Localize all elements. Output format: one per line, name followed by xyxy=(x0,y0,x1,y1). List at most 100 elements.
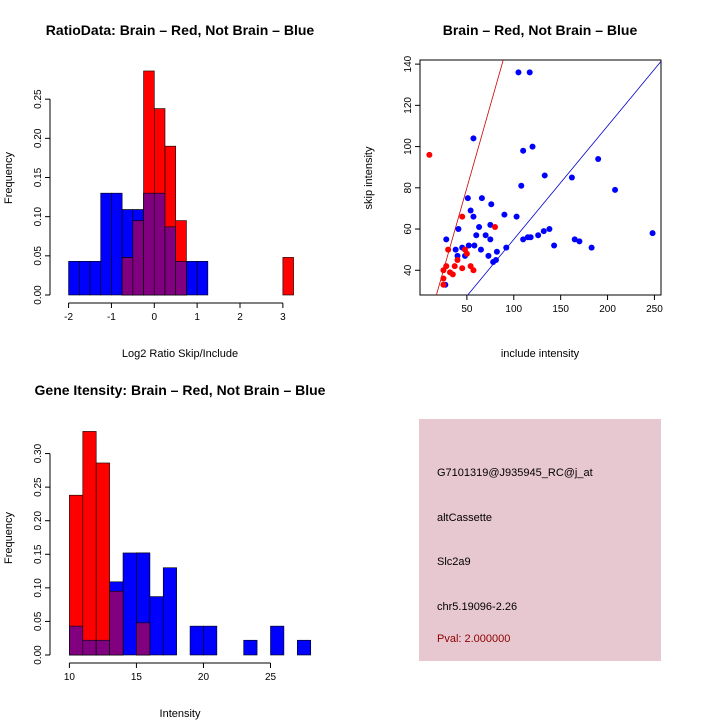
ratio-y-tick-label-1: 0.05 xyxy=(33,246,44,266)
intensity-overlap-bar-4 xyxy=(136,622,151,656)
scatter-point-blue-36 xyxy=(477,246,484,253)
intensity-panel: Gene Itensity: Brain – Red, Not Brain – … xyxy=(3,382,326,720)
ratio-blue-bar-1 xyxy=(78,261,91,296)
intensity-x-tick-label-1: 15 xyxy=(131,672,143,683)
intensity-blue-bar-8 xyxy=(189,625,204,656)
ratio-x-tick-label-1: -1 xyxy=(107,312,116,323)
scatter-y-tick-label-0: 40 xyxy=(403,264,414,276)
intensity-red-bar-2 xyxy=(95,462,110,656)
scatter-point-blue-18 xyxy=(476,223,483,230)
ratio-panel: RatioData: Brain – Red, Not Brain – Blue… xyxy=(3,22,314,360)
intensity-y-tick-label-0: 0.00 xyxy=(33,645,44,665)
scatter-point-blue-28 xyxy=(540,228,547,235)
intensity-ylabel: Frequency xyxy=(3,512,15,564)
scatter-panel: Brain – Red, Not Brain – Blue include in… xyxy=(363,22,663,360)
scatter-point-red-10 xyxy=(440,275,447,282)
scatter-x-tick-label-0: 50 xyxy=(461,304,473,315)
scatter-x-tick-label-3: 200 xyxy=(599,304,616,315)
scatter-y-tick-label-2: 80 xyxy=(403,182,414,194)
scatter-point-blue-7 xyxy=(568,174,575,181)
intensity-x-tick-label-2: 20 xyxy=(198,672,210,683)
ratio-red-bar-6 xyxy=(282,257,294,296)
scatter-red-line xyxy=(435,60,504,295)
ratio-blue-top-1 xyxy=(132,209,144,221)
scatter-point-blue-4 xyxy=(520,147,527,154)
scatter-point-blue-21 xyxy=(482,232,489,239)
intensity-overlap-bar-0 xyxy=(69,625,84,656)
intensity-x-tick-label-3: 25 xyxy=(265,672,277,683)
scatter-point-blue-40 xyxy=(503,244,510,251)
scatter-point-red-6 xyxy=(451,263,458,270)
intensity-title: Gene Itensity: Brain – Red, Not Brain – … xyxy=(35,382,326,398)
scatter-blue-line xyxy=(467,61,661,295)
ratio-bars xyxy=(68,70,294,296)
scatter-point-blue-12 xyxy=(467,207,474,214)
ratio-overlap-bar-5 xyxy=(175,261,187,296)
scatter-xlabel: include intensity xyxy=(501,348,580,360)
scatter-point-blue-9 xyxy=(612,186,619,193)
intensity-blue-top-3 xyxy=(109,581,124,592)
ratio-blue-bar-0 xyxy=(68,261,80,296)
ratio-xlabel: Log2 Ratio Skip/Include xyxy=(122,348,238,360)
scatter-point-blue-41 xyxy=(551,242,558,249)
ratio-y-tick-label-4: 0.20 xyxy=(33,128,44,148)
ratio-x-tick-label-5: 3 xyxy=(280,312,286,323)
scatter-point-blue-6 xyxy=(541,172,548,179)
ratio-x-tick-label-3: 1 xyxy=(194,312,200,323)
scatter-y-tick-label-4: 120 xyxy=(403,97,414,114)
scatter-points xyxy=(426,69,656,288)
intensity-xlabel: Intensity xyxy=(160,708,201,720)
ratio-blue-top-0 xyxy=(121,209,134,258)
scatter-point-blue-23 xyxy=(535,232,542,239)
ratio-y-tick-label-3: 0.15 xyxy=(33,167,44,187)
scatter-plot-box xyxy=(419,59,662,296)
scatter-point-red-11 xyxy=(440,281,447,288)
intensity-blue-bar-12 xyxy=(297,639,312,656)
scatter-point-blue-22 xyxy=(487,236,494,243)
scatter-point-blue-43 xyxy=(490,259,497,266)
intensity-y-tick-label-6: 0.30 xyxy=(33,443,44,463)
intensity-blue-bar-11 xyxy=(270,625,285,656)
gene-symbol: Slc2a9 xyxy=(437,556,471,568)
intensity-overlap-bar-1 xyxy=(82,639,97,656)
scatter-point-blue-17 xyxy=(487,221,494,228)
scatter-point-red-8 xyxy=(440,267,447,274)
scatter-fit-lines xyxy=(435,60,661,295)
ratio-title: RatioData: Brain – Red, Not Brain – Blue xyxy=(46,22,315,38)
scatter-point-blue-0 xyxy=(515,69,522,76)
scatter-point-red-13 xyxy=(463,250,470,257)
intensity-y-tick-label-4: 0.20 xyxy=(33,511,44,531)
scatter-point-blue-24 xyxy=(546,226,553,233)
ratio-x-tick-label-4: 2 xyxy=(237,312,243,323)
scatter-x-tick-label-4: 250 xyxy=(646,304,663,315)
scatter-point-blue-47 xyxy=(471,242,478,249)
scatter-point-blue-26 xyxy=(524,234,531,241)
scatter-point-blue-35 xyxy=(465,242,472,249)
intensity-axes: 10 15 20 25 0.00 0.05 0.10 0.15 0.20 0.25 0.30 xyxy=(33,443,277,683)
intensity-blue-bar-9 xyxy=(203,625,218,656)
intensity-y-tick-label-1: 0.05 xyxy=(33,611,44,631)
intensity-blue-bar-10 xyxy=(243,639,258,656)
intensity-y-tick-label-3: 0.15 xyxy=(33,544,44,564)
ratio-blue-bar-4 xyxy=(111,192,123,296)
ratio-overlap-bar-1 xyxy=(132,220,144,296)
ratio-y-tick-label-5: 0.25 xyxy=(33,89,44,109)
scatter-point-blue-20 xyxy=(473,232,480,239)
scatter-point-blue-46 xyxy=(454,252,461,259)
scatter-point-blue-31 xyxy=(588,244,595,251)
ratio-blue-bar-12 xyxy=(196,261,209,296)
scatter-point-blue-15 xyxy=(501,211,508,218)
ratio-blue-bar-2 xyxy=(89,261,102,296)
scatter-point-red-7 xyxy=(459,265,466,272)
scatter-point-red-12 xyxy=(454,256,461,263)
ratio-y-tick-label-2: 0.10 xyxy=(33,206,44,226)
scatter-x-tick-label-2: 150 xyxy=(552,304,569,315)
intensity-blue-bar-4 xyxy=(122,552,137,656)
info-background xyxy=(419,419,661,661)
ratio-overlap-bar-4 xyxy=(164,226,177,296)
scatter-title: Brain – Red, Not Brain – Blue xyxy=(443,22,638,38)
ratio-blue-bar-3 xyxy=(100,192,112,296)
probe-id: G7101319@J935945_RC@j_at xyxy=(437,467,593,479)
scatter-axes: 50 100 150 200 250 40 60 80 100 120 140 xyxy=(403,55,663,315)
